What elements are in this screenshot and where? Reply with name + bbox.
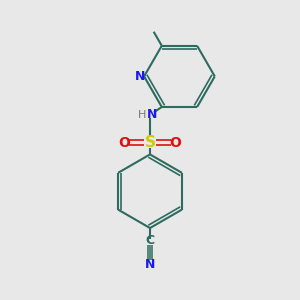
Text: N: N xyxy=(145,258,155,271)
Text: N: N xyxy=(134,70,145,83)
Text: N: N xyxy=(147,108,157,121)
Text: C: C xyxy=(146,234,154,247)
Text: O: O xyxy=(118,136,130,150)
Text: H: H xyxy=(138,110,146,120)
Text: S: S xyxy=(145,135,155,150)
Text: O: O xyxy=(170,136,182,150)
